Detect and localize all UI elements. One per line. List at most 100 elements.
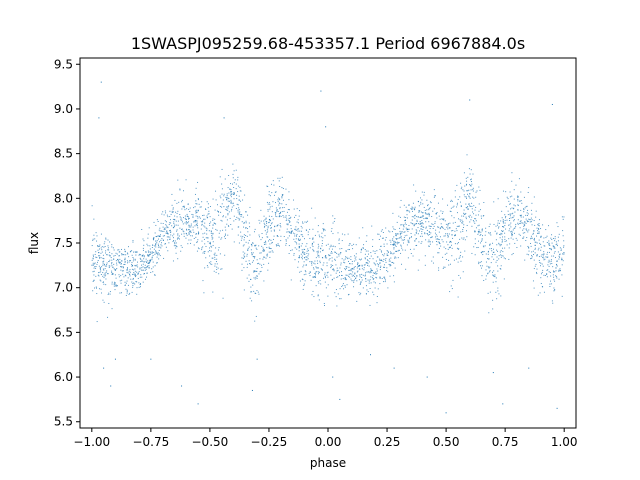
data-point — [543, 253, 545, 255]
data-point — [365, 240, 367, 242]
data-point — [536, 227, 538, 229]
data-point — [98, 275, 100, 277]
data-point — [555, 275, 557, 277]
data-point — [324, 272, 326, 274]
data-point — [489, 244, 491, 246]
data-point — [197, 215, 199, 217]
data-point — [420, 216, 422, 218]
data-point — [450, 199, 452, 201]
data-point — [251, 261, 253, 263]
data-point — [380, 230, 382, 232]
data-point — [177, 179, 179, 181]
data-point — [466, 236, 468, 238]
data-point — [320, 283, 322, 285]
data-point — [316, 251, 318, 253]
data-point — [491, 248, 492, 250]
data-point — [514, 227, 516, 229]
data-point — [94, 238, 96, 240]
data-point — [324, 277, 326, 279]
data-point — [186, 213, 188, 215]
data-point — [124, 261, 126, 263]
data-point — [388, 258, 390, 260]
data-point — [438, 215, 440, 217]
data-point — [493, 201, 495, 203]
data-point — [114, 281, 116, 283]
data-point — [488, 232, 490, 234]
data-point — [317, 273, 319, 275]
data-point — [473, 246, 475, 248]
data-point — [305, 264, 307, 266]
data-point — [309, 247, 311, 249]
data-point — [313, 250, 315, 252]
data-point — [105, 284, 107, 286]
outlier-point — [325, 126, 327, 128]
data-point — [510, 222, 512, 224]
data-point — [211, 236, 213, 238]
data-point — [403, 224, 405, 226]
data-point — [119, 258, 121, 260]
data-point — [100, 233, 102, 235]
data-point — [459, 219, 461, 221]
data-point — [523, 228, 525, 230]
data-point — [215, 261, 217, 263]
data-point — [334, 258, 336, 260]
data-point — [212, 241, 214, 243]
data-point — [367, 250, 369, 252]
data-point — [281, 207, 283, 209]
data-point — [541, 271, 543, 273]
data-point — [347, 294, 349, 296]
data-point — [227, 234, 229, 236]
data-point — [410, 208, 412, 210]
data-point — [519, 223, 521, 225]
data-point — [401, 232, 403, 234]
data-point — [548, 251, 550, 253]
data-point — [348, 269, 350, 271]
data-point — [268, 202, 270, 204]
data-point — [435, 234, 437, 236]
data-point — [548, 240, 550, 242]
data-point — [130, 278, 132, 280]
data-point — [500, 265, 502, 267]
data-point — [475, 218, 477, 220]
data-point — [179, 216, 181, 218]
data-point — [286, 223, 288, 225]
data-point — [463, 194, 465, 196]
data-point — [438, 269, 440, 271]
data-point — [150, 259, 152, 261]
data-point — [185, 220, 187, 222]
data-point — [481, 265, 483, 267]
data-point — [537, 223, 539, 225]
data-point — [475, 214, 477, 216]
data-point — [463, 212, 465, 214]
data-point — [491, 256, 493, 258]
data-point — [260, 270, 262, 272]
data-point — [301, 278, 303, 280]
data-point — [332, 233, 334, 235]
data-point — [141, 259, 143, 261]
data-point — [485, 275, 487, 277]
data-point — [537, 249, 539, 251]
data-point — [329, 246, 331, 248]
data-point — [511, 207, 513, 209]
data-point — [366, 235, 368, 237]
data-point — [398, 237, 400, 239]
data-point — [531, 224, 533, 226]
data-point — [202, 220, 204, 222]
data-point — [540, 249, 542, 251]
data-point — [379, 235, 381, 237]
data-point — [158, 245, 160, 247]
data-point — [237, 226, 239, 228]
data-point — [528, 229, 530, 231]
data-point — [561, 295, 563, 297]
data-point — [420, 203, 422, 205]
data-point — [182, 230, 184, 232]
data-point — [493, 274, 495, 276]
data-point — [331, 260, 333, 262]
data-point — [175, 244, 177, 246]
data-point — [488, 226, 490, 228]
data-point — [528, 247, 530, 249]
data-point — [190, 242, 192, 244]
data-point — [154, 245, 156, 247]
data-point — [172, 235, 174, 237]
data-point — [500, 254, 502, 256]
